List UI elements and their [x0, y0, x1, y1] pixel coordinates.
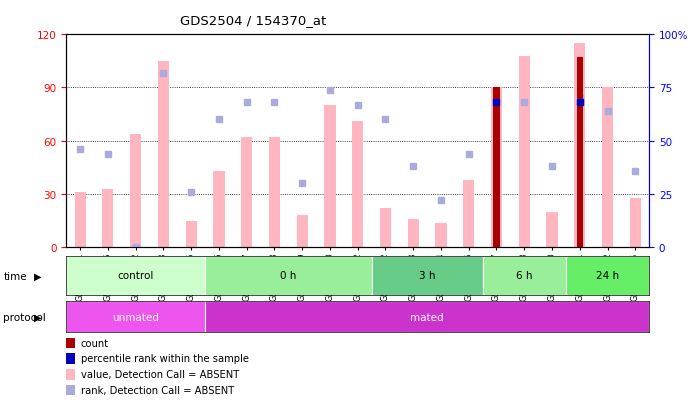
Bar: [186, 221, 197, 248]
Text: 0 h: 0 h: [280, 271, 297, 281]
Text: protocol: protocol: [3, 312, 46, 322]
Text: percentile rank within the sample: percentile rank within the sample: [81, 354, 249, 363]
Bar: [436, 223, 447, 248]
Text: count: count: [81, 338, 109, 348]
Bar: [566, 256, 649, 295]
Bar: [482, 256, 566, 295]
Bar: [574, 44, 586, 248]
Bar: [630, 198, 641, 248]
Bar: [66, 301, 205, 332]
Text: value, Detection Call = ABSENT: value, Detection Call = ABSENT: [81, 369, 239, 379]
Text: ▶: ▶: [34, 271, 41, 281]
Text: rank, Detection Call = ABSENT: rank, Detection Call = ABSENT: [81, 385, 235, 395]
Bar: [519, 57, 530, 248]
Text: 24 h: 24 h: [596, 271, 619, 281]
Bar: [66, 256, 205, 295]
Text: 6 h: 6 h: [516, 271, 533, 281]
Bar: [577, 58, 583, 248]
Bar: [214, 171, 225, 248]
Bar: [103, 189, 114, 248]
Bar: [463, 180, 475, 248]
Bar: [297, 216, 308, 248]
Text: time: time: [3, 271, 27, 281]
Bar: [325, 106, 336, 248]
Text: unmated: unmated: [112, 312, 159, 322]
Bar: [602, 88, 613, 248]
Text: GDS2504 / 154370_at: GDS2504 / 154370_at: [179, 14, 326, 27]
Bar: [493, 88, 500, 248]
Bar: [241, 138, 252, 248]
Text: mated: mated: [410, 312, 444, 322]
Bar: [352, 122, 363, 248]
Bar: [547, 212, 558, 248]
Bar: [158, 62, 169, 248]
Text: 3 h: 3 h: [419, 271, 436, 281]
Bar: [380, 209, 391, 248]
Bar: [205, 301, 649, 332]
Bar: [75, 193, 86, 248]
Bar: [205, 256, 371, 295]
Bar: [371, 256, 482, 295]
Bar: [269, 138, 280, 248]
Bar: [408, 219, 419, 248]
Text: control: control: [117, 271, 154, 281]
Bar: [491, 88, 502, 248]
Bar: [130, 134, 141, 248]
Text: ▶: ▶: [34, 312, 41, 322]
